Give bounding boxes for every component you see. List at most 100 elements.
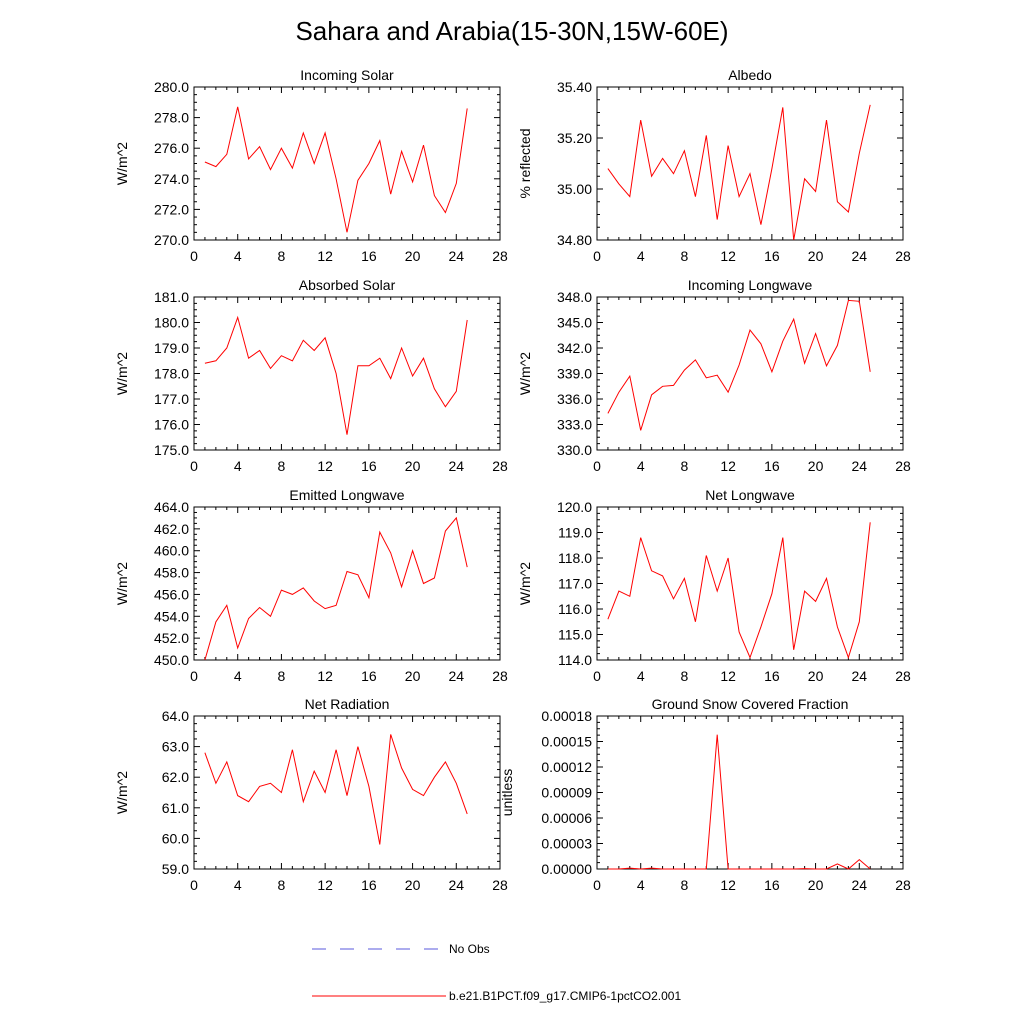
series-line bbox=[607, 104, 871, 241]
y-tick-label: 333.0 bbox=[557, 417, 592, 433]
x-tick-label: 4 bbox=[637, 458, 645, 474]
y-tick-label: 117.0 bbox=[558, 576, 592, 592]
figure-title: Sahara and Arabia(15-30N,15W-60E) bbox=[295, 16, 728, 46]
y-tick-label: 336.0 bbox=[557, 391, 592, 407]
x-tick-label: 4 bbox=[234, 248, 242, 264]
plot-frame bbox=[596, 715, 904, 870]
y-tick-label: 119.0 bbox=[558, 525, 592, 541]
x-tick-label: 28 bbox=[895, 458, 911, 474]
plot-frame bbox=[596, 296, 904, 451]
y-tick-label: 274.0 bbox=[154, 171, 189, 187]
x-tick-label: 16 bbox=[361, 458, 377, 474]
series-line bbox=[607, 734, 871, 870]
x-tick-label: 0 bbox=[593, 877, 601, 893]
y-axis-label: W/m^2 bbox=[517, 352, 533, 395]
x-tick-label: 0 bbox=[190, 248, 198, 264]
y-tick-label: 0.00009 bbox=[541, 785, 592, 801]
x-tick-label: 12 bbox=[317, 668, 333, 684]
x-tick-label: 8 bbox=[681, 458, 689, 474]
x-tick-label: 20 bbox=[405, 877, 421, 893]
x-tick-label: 28 bbox=[895, 668, 911, 684]
x-tick-label: 0 bbox=[190, 668, 198, 684]
y-axis-label: % reflected bbox=[517, 128, 533, 198]
y-tick-label: 0.00006 bbox=[541, 810, 592, 826]
x-tick-label: 28 bbox=[492, 668, 508, 684]
x-tick-label: 0 bbox=[593, 668, 601, 684]
x-tick-label: 16 bbox=[764, 668, 780, 684]
y-tick-label: 464.0 bbox=[154, 499, 189, 515]
y-tick-label: 61.0 bbox=[162, 800, 189, 816]
x-tick-label: 16 bbox=[361, 248, 377, 264]
x-tick-label: 24 bbox=[851, 458, 867, 474]
y-tick-label: 0.00003 bbox=[541, 836, 592, 852]
x-tick-label: 28 bbox=[895, 877, 911, 893]
x-tick-label: 20 bbox=[808, 668, 824, 684]
series-line bbox=[204, 516, 468, 661]
y-tick-label: 181.0 bbox=[154, 289, 189, 305]
y-tick-label: 345.0 bbox=[557, 315, 592, 331]
x-tick-label: 8 bbox=[278, 877, 286, 893]
y-tick-label: 0.00000 bbox=[541, 861, 592, 877]
panel-7: Net Radiation 0 4 8 12 16 20 24 28 59.0 60.0 61.0 62… bbox=[114, 696, 508, 893]
panel-3: Absorbed Solar 0 4 8 12 16 20 24 28 175.0 176.0 177… bbox=[114, 277, 508, 474]
x-tick-label: 0 bbox=[190, 458, 198, 474]
y-tick-label: 59.0 bbox=[162, 861, 189, 877]
x-tick-label: 28 bbox=[492, 877, 508, 893]
plot-frame bbox=[596, 506, 904, 661]
panel-6: Net Longwave 0 4 8 12 16 20 24 28 114.0 115.0 116.0… bbox=[517, 487, 911, 684]
y-tick-label: 330.0 bbox=[557, 442, 592, 458]
y-tick-label: 115.0 bbox=[558, 627, 592, 643]
x-tick-label: 4 bbox=[234, 877, 242, 893]
x-tick-label: 4 bbox=[234, 458, 242, 474]
y-tick-label: 35.20 bbox=[557, 130, 592, 146]
y-tick-label: 342.0 bbox=[557, 340, 592, 356]
x-tick-label: 24 bbox=[851, 877, 867, 893]
y-tick-label: 176.0 bbox=[154, 417, 189, 433]
y-tick-label: 178.0 bbox=[154, 366, 189, 382]
y-tick-label: 64.0 bbox=[162, 708, 189, 724]
x-tick-label: 0 bbox=[190, 877, 198, 893]
y-tick-label: 175.0 bbox=[154, 442, 189, 458]
x-tick-label: 8 bbox=[681, 877, 689, 893]
series-line bbox=[204, 106, 468, 233]
x-tick-label: 12 bbox=[720, 458, 736, 474]
x-tick-label: 12 bbox=[720, 248, 736, 264]
y-tick-label: 114.0 bbox=[558, 652, 592, 668]
y-tick-label: 339.0 bbox=[557, 366, 592, 382]
plot-frame bbox=[193, 86, 501, 241]
x-tick-label: 8 bbox=[681, 668, 689, 684]
panel-2: Albedo 0 4 8 12 16 20 24 28 34.80 35.00 35.20 35.40%… bbox=[517, 67, 911, 264]
panel-title: Incoming Longwave bbox=[688, 277, 813, 293]
plot-frame bbox=[193, 715, 501, 870]
x-tick-label: 4 bbox=[637, 248, 645, 264]
x-tick-label: 24 bbox=[448, 668, 464, 684]
y-tick-label: 456.0 bbox=[154, 586, 189, 602]
x-tick-label: 24 bbox=[851, 668, 867, 684]
x-tick-label: 12 bbox=[317, 248, 333, 264]
x-tick-label: 12 bbox=[317, 877, 333, 893]
y-tick-label: 118.0 bbox=[558, 550, 592, 566]
plot-frame bbox=[193, 296, 501, 451]
y-tick-label: 180.0 bbox=[154, 315, 189, 331]
y-tick-label: 0.00018 bbox=[541, 708, 592, 724]
x-tick-label: 28 bbox=[895, 248, 911, 264]
x-tick-label: 8 bbox=[278, 248, 286, 264]
x-tick-label: 12 bbox=[720, 877, 736, 893]
y-axis-label: W/m^2 bbox=[114, 562, 130, 605]
series-line bbox=[607, 299, 871, 431]
legend: No Obs b.e21.B1PCT.f09_g17.CMIP6-1pctCO2… bbox=[312, 942, 681, 1003]
y-tick-label: 450.0 bbox=[154, 652, 189, 668]
y-tick-label: 452.0 bbox=[154, 630, 189, 646]
panel-title: Ground Snow Covered Fraction bbox=[652, 696, 849, 712]
x-tick-label: 4 bbox=[637, 877, 645, 893]
y-tick-label: 179.0 bbox=[154, 340, 189, 356]
y-tick-label: 270.0 bbox=[154, 232, 189, 248]
y-tick-label: 460.0 bbox=[154, 543, 189, 559]
y-tick-label: 120.0 bbox=[557, 499, 592, 515]
y-axis-label: W/m^2 bbox=[114, 771, 130, 814]
x-tick-label: 24 bbox=[448, 458, 464, 474]
y-tick-label: 462.0 bbox=[154, 521, 189, 537]
panel-title: Absorbed Solar bbox=[299, 277, 396, 293]
x-tick-label: 16 bbox=[764, 877, 780, 893]
panel-title: Albedo bbox=[728, 67, 772, 83]
